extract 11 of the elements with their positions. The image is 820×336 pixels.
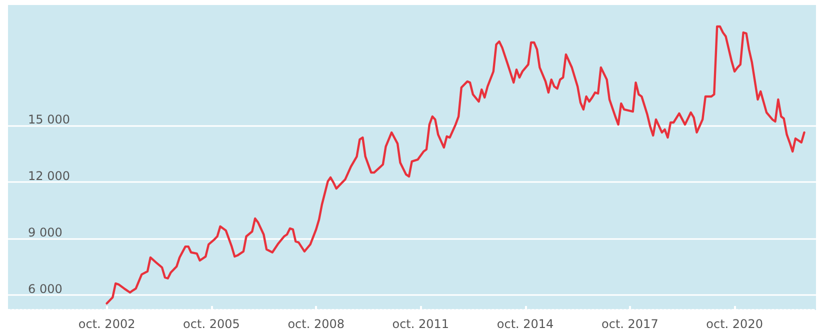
y-tick-label: 15 000 — [28, 112, 70, 126]
x-tick-label: oct. 2014 — [496, 317, 554, 331]
x-tick-label: oct. 2002 — [78, 317, 136, 331]
x-tick-label: oct. 2017 — [602, 317, 658, 331]
x-tick-label: oct. 2011 — [392, 317, 450, 331]
x-tick-label: oct. 2008 — [288, 317, 344, 331]
x-tick-label: oct. 2005 — [183, 317, 240, 331]
y-tick-label: 9 000 — [28, 225, 62, 240]
y-tick-label: 12 000 — [28, 168, 70, 183]
x-tick-label: oct. 2020 — [706, 317, 763, 331]
y-tick-label: 6 000 — [28, 282, 62, 296]
